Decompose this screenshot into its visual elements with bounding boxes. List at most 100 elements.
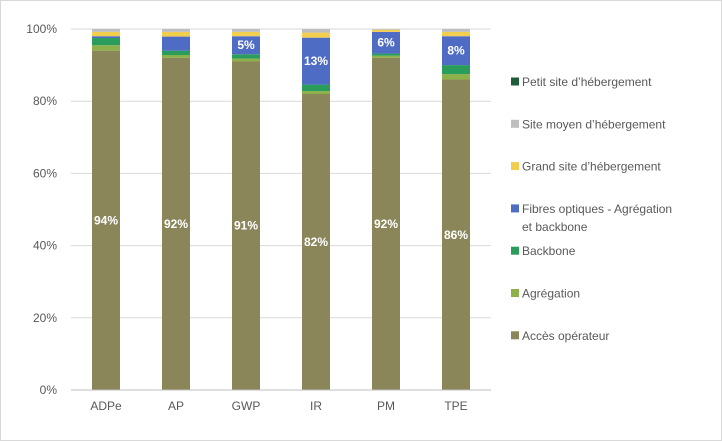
y-axis: 0% 20% 40% 60% 80% 100% xyxy=(26,22,57,397)
legend-label-line: Petit site d’hébergement xyxy=(522,75,652,89)
bar-segment xyxy=(232,58,260,62)
legend-swatch xyxy=(511,289,519,297)
legend-label: Site moyen d’hébergement xyxy=(522,117,666,131)
bar-segment xyxy=(372,31,400,54)
bar-segment xyxy=(302,84,330,92)
y-tick-label: 80% xyxy=(33,94,57,108)
legend-label-line: Backbone xyxy=(522,244,576,258)
x-tick-label: IR xyxy=(310,399,322,413)
bar-segment xyxy=(302,91,330,94)
bar-segment xyxy=(302,93,330,390)
bar-segment xyxy=(372,29,400,30)
bar-segment xyxy=(302,32,330,38)
data-label: 91% xyxy=(234,219,258,233)
bar-segment xyxy=(442,29,470,32)
bar-segment xyxy=(232,31,260,37)
x-tick-label: GWP xyxy=(232,399,261,413)
x-tick-label: PM xyxy=(377,399,395,413)
bar-segment xyxy=(372,55,400,58)
bar-segment xyxy=(232,29,260,32)
legend-swatch xyxy=(511,246,519,255)
bar-segment xyxy=(302,29,330,33)
bar-segment xyxy=(232,61,260,391)
data-label: 5% xyxy=(237,38,255,52)
data-label: 6% xyxy=(377,36,395,50)
x-axis: ADPe AP GWP IR PM TPE xyxy=(71,389,491,413)
legend-swatch xyxy=(511,204,519,213)
legend-item: Backbone xyxy=(511,244,576,258)
bar-segment xyxy=(442,65,470,75)
legend-label-line: Grand site d’hébergement xyxy=(522,160,661,174)
legend-swatch xyxy=(511,77,519,86)
legend-item: Site moyen d’hébergement xyxy=(511,117,666,131)
y-tick-label: 100% xyxy=(26,22,57,36)
y-tick-label: 0% xyxy=(40,383,58,397)
y-tick-label: 20% xyxy=(33,311,57,325)
legend-label-line: et backbone xyxy=(522,220,588,234)
bar-stack-pm: 92% 6% xyxy=(372,29,400,390)
legend-item: Petit site d’hébergement xyxy=(511,75,652,89)
bar-segment xyxy=(442,79,470,390)
bar-stack-ir: 82% 13% xyxy=(302,29,330,390)
legend-swatch xyxy=(511,119,519,128)
bar-stack-gwp: 91% 5% xyxy=(232,29,260,391)
legend-label-line: Fibres optiques - Agrégation xyxy=(522,202,672,216)
x-tick-label: AP xyxy=(168,399,184,413)
bar-segment xyxy=(92,45,120,51)
legend-label: Petit site d’hébergement xyxy=(522,75,652,89)
legend-item: Fibres optiques - Agrégation et backbone xyxy=(511,202,672,234)
y-tick-label: 40% xyxy=(33,239,57,253)
bar-segment xyxy=(372,57,400,390)
x-tick-label: ADPe xyxy=(90,399,122,413)
legend: Petit site d’hébergement Site moyen d’héb… xyxy=(511,75,672,343)
bar-segment xyxy=(162,36,190,51)
bar-stack-tpe: 86% 8% xyxy=(442,29,470,390)
bar-segment xyxy=(92,38,120,46)
bar-segment xyxy=(162,50,190,55)
legend-label: Backbone xyxy=(522,244,576,258)
bar-segment xyxy=(162,57,190,390)
data-label: 8% xyxy=(447,44,465,58)
bar-segment xyxy=(162,29,190,32)
legend-item: Accès opérateur xyxy=(511,329,609,343)
bar-segment xyxy=(442,74,470,80)
bar-segment xyxy=(232,54,260,59)
legend-item: Grand site d’hébergement xyxy=(511,160,661,174)
legend-label-line: Site moyen d’hébergement xyxy=(522,117,666,131)
bars: 94% 92% 91% 5% 82% 13% 92% 6% 86% 8% xyxy=(92,29,470,391)
legend-swatch xyxy=(511,331,519,340)
y-tick-label: 60% xyxy=(33,166,57,180)
legend-label: Accès opérateur xyxy=(522,329,609,343)
data-label: 94% xyxy=(94,213,118,227)
bar-stack-ap: 92% xyxy=(162,29,190,390)
legend-label: Grand site d’hébergement xyxy=(522,160,661,174)
data-label: 13% xyxy=(304,54,328,68)
bar-stack-adpe: 94% xyxy=(92,29,120,390)
bar-segment xyxy=(92,50,120,390)
data-label: 92% xyxy=(374,217,398,231)
legend-item: Agrégation xyxy=(511,287,580,301)
bar-segment xyxy=(92,31,120,37)
bar-segment xyxy=(162,31,190,37)
data-label: 86% xyxy=(444,228,468,242)
legend-label-line: Agrégation xyxy=(522,287,580,301)
legend-label: Agrégation xyxy=(522,287,580,301)
bar-segment xyxy=(162,54,190,58)
bar-segment xyxy=(232,36,260,55)
legend-swatch xyxy=(511,162,519,171)
bar-segment xyxy=(442,36,470,66)
legend-label-line: Accès opérateur xyxy=(522,329,609,343)
data-label: 92% xyxy=(164,217,188,231)
bar-segment xyxy=(92,29,120,32)
bar-segment xyxy=(302,37,330,85)
bar-segment xyxy=(372,29,400,32)
data-label: 82% xyxy=(304,235,328,249)
bar-segment xyxy=(372,53,400,56)
x-tick-label: TPE xyxy=(444,399,467,413)
legend-label: Fibres optiques - Agrégation et backbone xyxy=(522,202,672,234)
bar-segment xyxy=(442,31,470,37)
gridlines xyxy=(71,28,491,391)
bar-segment xyxy=(92,36,120,39)
